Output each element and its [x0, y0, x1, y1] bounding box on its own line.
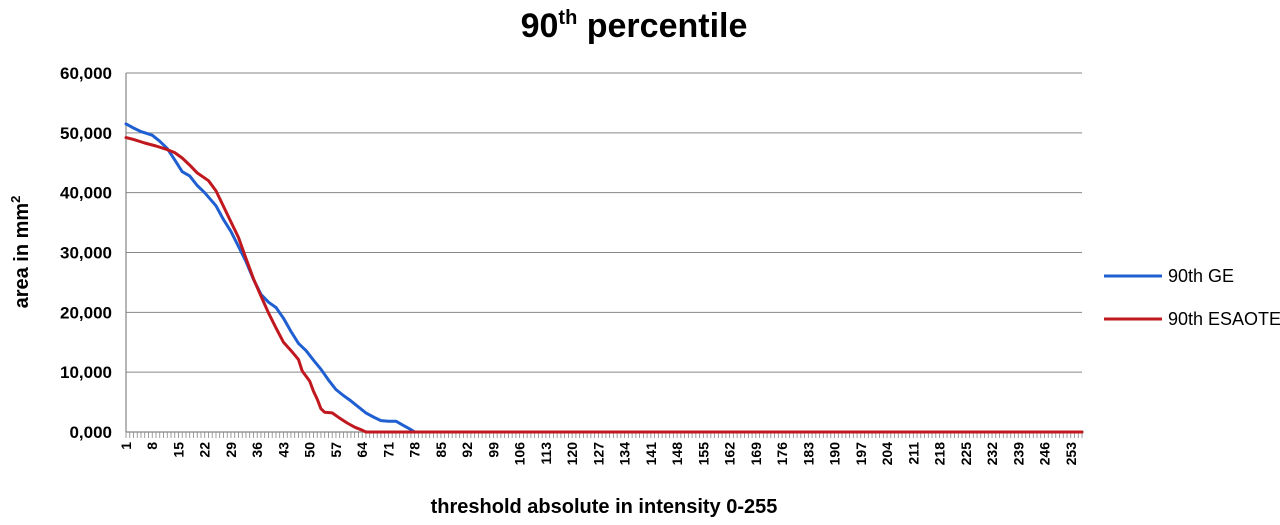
x-tick-label: 197	[853, 442, 869, 466]
x-tick-label: 106	[512, 442, 528, 466]
x-tick-label: 64	[354, 442, 370, 458]
x-tick-label: 176	[774, 442, 790, 466]
x-tick-label: 232	[984, 442, 1000, 466]
x-tick-label: 246	[1037, 442, 1053, 466]
x-tick-label: 78	[407, 442, 423, 458]
y-tick-label: 60,000	[60, 64, 112, 83]
x-tick-label: 218	[932, 442, 948, 466]
x-tick-label: 57	[328, 442, 344, 458]
legend-label: 90th GE	[1168, 266, 1234, 286]
x-tick-label: 22	[197, 442, 213, 458]
y-axis-ticks: 0,000 10,000 20,000 30,000 40,000 50,000 60,00…	[60, 64, 112, 442]
x-tick-label: 204	[879, 442, 895, 466]
y-axis-label: area in mm	[11, 203, 33, 309]
x-tick-label: 169	[748, 442, 764, 466]
gridlines	[125, 72, 1082, 433]
y-axis-label-superscript: 2	[8, 196, 23, 203]
y-tick-label: 30,000	[60, 244, 112, 263]
series-lines	[124, 122, 1084, 434]
legend: 90th GE 90th ESAOTE	[1104, 266, 1280, 329]
series-line-ge	[124, 122, 1084, 434]
x-tick-label: 155	[695, 442, 711, 466]
x-tick-label: 29	[223, 442, 239, 458]
x-tick-label: 36	[249, 442, 265, 458]
x-tick-label: 183	[800, 442, 816, 466]
y-axis-label-group: area in mm2	[8, 196, 33, 309]
x-tick-label: 113	[538, 442, 554, 465]
x-tick-label: 211	[905, 442, 921, 465]
x-tick-label: 99	[485, 442, 501, 458]
chart-title-main: 90	[521, 7, 559, 45]
legend-label: 90th ESAOTE	[1168, 309, 1280, 329]
y-tick-label: 50,000	[60, 124, 112, 143]
chart-title: 90th percentile	[521, 7, 748, 45]
x-axis-label: threshold absolute in intensity 0-255	[431, 496, 778, 518]
x-tick-label: 71	[380, 442, 396, 458]
y-tick-label: 40,000	[60, 184, 112, 203]
x-tick-label: 50	[302, 442, 318, 458]
series-line-esaote	[124, 136, 1084, 434]
x-tick-label: 15	[170, 442, 186, 458]
x-axis-ticks: 1 8 15 22 29 36 43 50 57 64 71 78 85 92 99 106 113 120 127…	[118, 432, 1083, 466]
x-tick-label: 225	[958, 442, 974, 466]
x-tick-label: 148	[669, 442, 685, 466]
y-tick-label: 0,000	[69, 423, 112, 442]
x-tick-label: 8	[144, 442, 160, 450]
chart-title-superscript: th	[558, 7, 577, 29]
x-tick-label: 127	[590, 442, 606, 466]
x-tick-label: 92	[459, 442, 475, 458]
x-tick-label: 134	[617, 442, 633, 466]
x-tick-label: 190	[827, 442, 843, 466]
y-tick-label: 10,000	[60, 363, 112, 382]
x-tick-label: 141	[643, 442, 659, 466]
y-tick-label: 20,000	[60, 303, 112, 322]
x-tick-label: 162	[722, 442, 738, 466]
x-tick-label: 1	[118, 442, 134, 450]
x-tick-label: 239	[1010, 442, 1026, 466]
x-tick-label: 85	[433, 442, 449, 458]
x-tick-label: 120	[564, 442, 580, 466]
x-tick-label: 43	[275, 442, 291, 458]
x-tick-label: 253	[1063, 442, 1079, 466]
chart-title-suffix: percentile	[577, 7, 747, 45]
